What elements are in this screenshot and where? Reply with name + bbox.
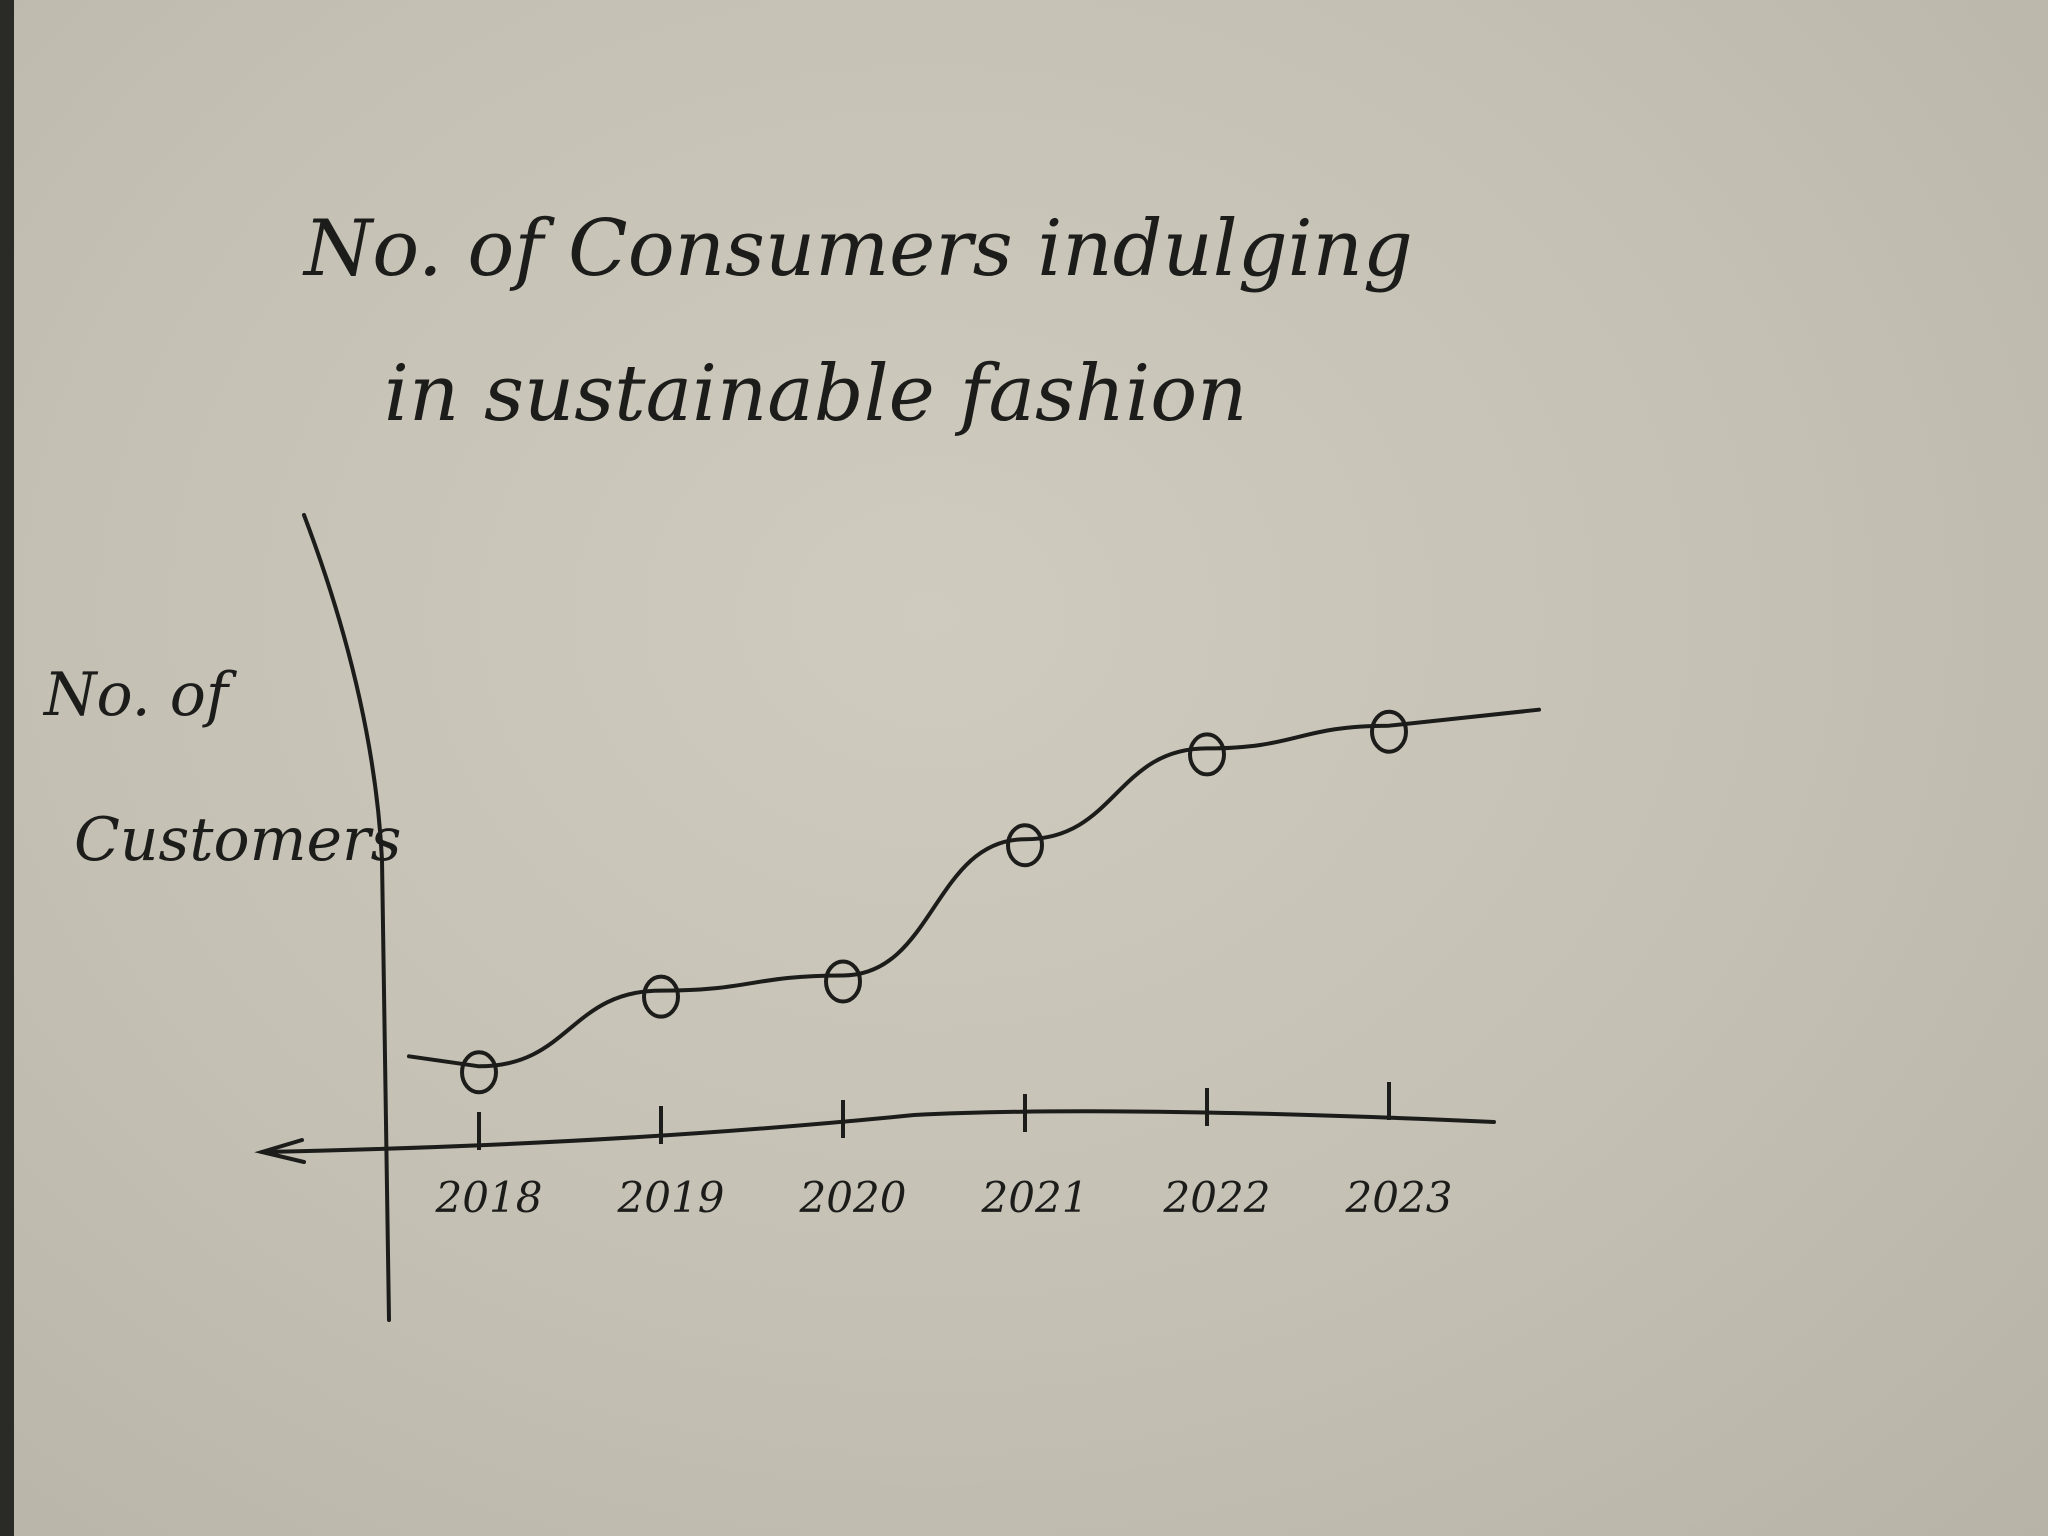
data-point-marker — [1006, 823, 1044, 868]
x-tick-label: 2019 — [617, 1173, 725, 1222]
paper-sheet: No. of Consumers indulging in sustainabl… — [14, 0, 2048, 1536]
y-axis-label-line-2: Customers — [74, 805, 401, 875]
x-axis — [260, 1109, 1496, 1154]
chart-title-line-1: No. of Consumers indulging — [302, 204, 1413, 294]
x-tick-label: 2022 — [1163, 1173, 1271, 1222]
x-tick-label: 2021 — [981, 1173, 1089, 1222]
data-point-marker — [460, 1050, 498, 1095]
x-tick-label: 2020 — [799, 1173, 907, 1222]
data-point-marker — [1188, 732, 1226, 777]
x-axis-arrow — [254, 1138, 306, 1164]
data-point-marker — [824, 959, 862, 1004]
line-chart: No. of Consumers indulging in sustainabl… — [42, 204, 1541, 1322]
chart-title-line-2: in sustainable fashion — [384, 349, 1247, 439]
data-point-marker — [1370, 709, 1408, 754]
x-tick-label: 2018 — [435, 1173, 543, 1222]
data-point-marker — [642, 974, 680, 1019]
x-tick-label: 2023 — [1345, 1173, 1453, 1222]
y-axis-label-line-1: No. of — [42, 660, 238, 730]
series-line — [407, 707, 1541, 1069]
y-axis — [302, 513, 391, 1322]
